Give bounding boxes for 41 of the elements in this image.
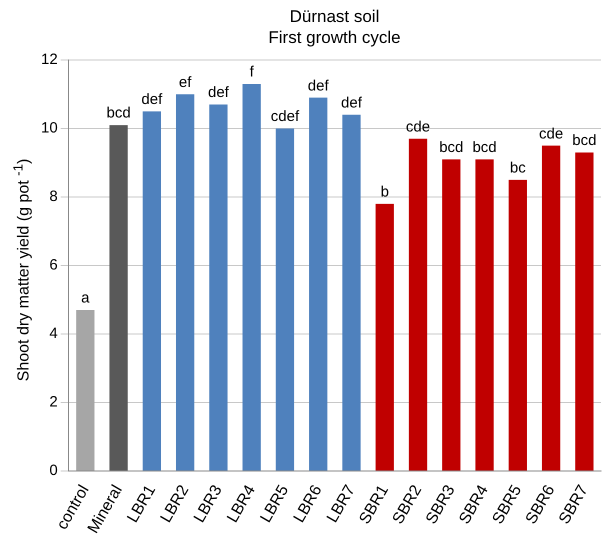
y-tick-label: 4: [49, 325, 58, 342]
y-tick-label: 0: [49, 462, 58, 480]
annotation: def: [208, 84, 230, 102]
y-tick-label: 6: [49, 256, 58, 274]
chart-subtitle: First growth cycle: [267, 27, 402, 48]
bar: [475, 159, 494, 470]
annotation: cde: [406, 118, 430, 136]
annotation: bcd: [472, 138, 497, 156]
bar: [575, 152, 594, 470]
annotation: bcd: [439, 138, 464, 156]
bar: [442, 159, 460, 470]
annotation: cde: [539, 125, 564, 142]
annotation: def: [141, 91, 164, 108]
bar: [508, 180, 527, 470]
bar: [309, 98, 328, 470]
bar: [176, 94, 194, 470]
bar: [142, 111, 162, 470]
annotation: bcd: [106, 104, 131, 122]
annotation: f: [250, 64, 255, 81]
bar: [542, 146, 560, 470]
chart-title: Dürnast soil: [288, 6, 380, 27]
bar: [209, 104, 228, 470]
annotation: bc: [510, 160, 526, 177]
annotation: b: [380, 183, 389, 200]
annotation: def: [308, 77, 330, 94]
annotation: def: [341, 94, 363, 112]
y-tick-label: 2: [49, 394, 58, 411]
bar: [242, 84, 261, 470]
bar: [76, 310, 94, 470]
annotation: a: [81, 290, 90, 307]
bar: [376, 204, 394, 470]
annotation: bcd: [572, 132, 596, 150]
bar: [342, 114, 361, 470]
bar: [408, 138, 428, 470]
bar: [276, 128, 294, 470]
y-tick-label: 12: [40, 51, 58, 68]
y-tick-label: 8: [49, 188, 58, 206]
y-tick-label: 10: [40, 120, 58, 137]
bar: [109, 125, 128, 470]
annotation: cdef: [270, 108, 300, 126]
annotation: ef: [178, 74, 192, 91]
